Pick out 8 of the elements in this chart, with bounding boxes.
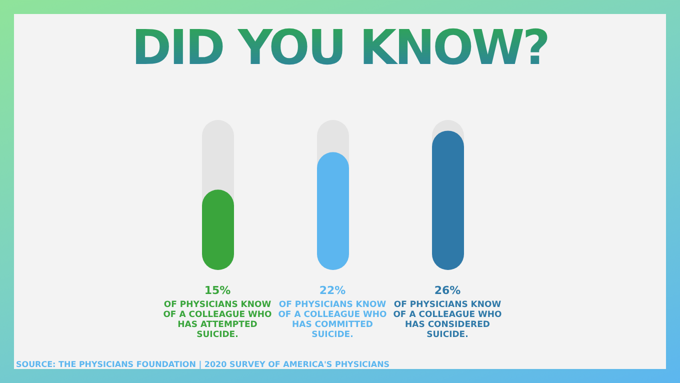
x-tick-label: OF PHYSICIANS KNOW OF A COLLEAGUE WHO HAS ATTEMPTED SUICIDE. bbox=[163, 300, 272, 340]
x-tick-label: OF PHYSICIANS KNOW OF A COLLEAGUE WHO HAS CONSIDERED SUICIDE. bbox=[393, 300, 502, 340]
source-note: SOURCE: THE PHYSICIANS FOUNDATION | 2020 SURVEY OF AMERICA'S PHYSICIANS bbox=[16, 360, 390, 369]
data-label: 22% bbox=[319, 284, 346, 297]
data-label: 26% bbox=[434, 284, 461, 297]
x-tick-label: OF PHYSICIANS KNOW OF A COLLEAGUE WHO HAS COMMITTED SUICIDE. bbox=[278, 300, 387, 340]
chart-title: DID YOU KNOW? bbox=[132, 20, 548, 76]
data-label: 15% bbox=[204, 284, 231, 297]
